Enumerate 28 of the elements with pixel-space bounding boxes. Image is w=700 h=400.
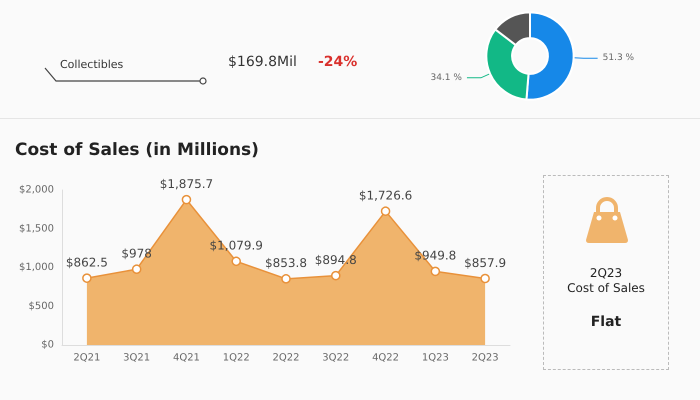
data-label: $853.8 — [265, 256, 307, 270]
x-tick-label: 2Q22 — [272, 352, 300, 364]
chart-title: Cost of Sales (in Millions) — [15, 140, 259, 160]
data-label: 34.1 % — [430, 72, 462, 83]
x-tick-label: 4Q22 — [372, 352, 400, 364]
y-tick-label: $1,500 — [19, 223, 54, 234]
x-tick-label: 1Q22 — [222, 352, 250, 364]
y-tick-label: $500 — [28, 300, 54, 312]
text: Cost of Sales — [566, 281, 646, 296]
data-label: $1,726.6 — [358, 188, 412, 202]
y-tick-label: $1,000 — [19, 262, 54, 273]
data-label: $862.5 — [66, 255, 108, 270]
x-tick-label: 4Q21 — [172, 352, 200, 364]
x-tick-label: 3Q22 — [322, 352, 350, 364]
data-label: 51.3 % — [602, 53, 635, 64]
x-tick-label: 1Q23 — [422, 352, 449, 364]
y-tick-label: $2,000 — [19, 184, 54, 196]
text: -24% — [318, 54, 358, 70]
data-label: $857.9 — [464, 256, 506, 270]
x-tick-label: 2Q23 — [472, 352, 499, 364]
y-tick-label: $0 — [41, 340, 54, 350]
text: 2Q23 — [588, 266, 624, 281]
data-label: $1,875.7 — [160, 176, 214, 191]
text: Collectibles — [60, 58, 124, 71]
text: $169.8Mil — [228, 54, 297, 70]
x-tick-label: 2Q21 — [73, 352, 100, 364]
x-tick-label: 3Q21 — [123, 352, 150, 364]
text: Flat — [590, 314, 622, 330]
